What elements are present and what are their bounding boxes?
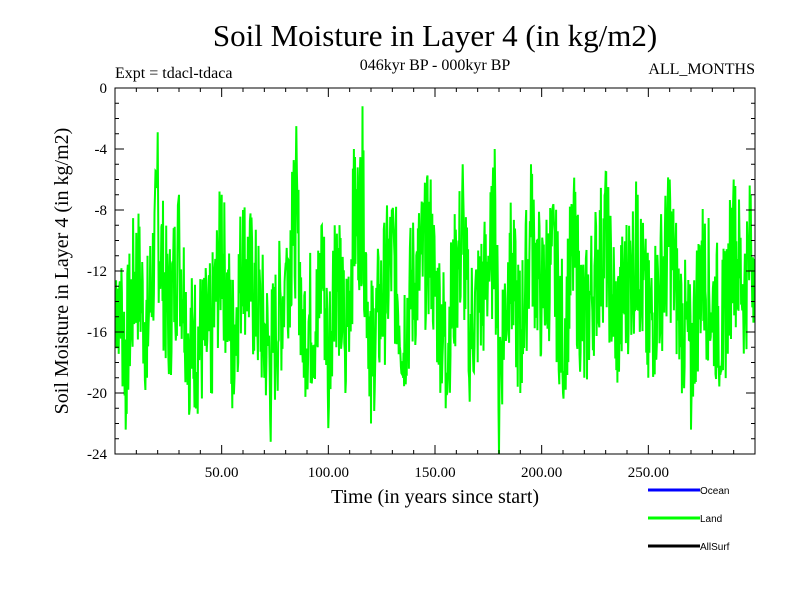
- chart-title: Soil Moisture in Layer 4 (in kg/m2): [213, 18, 657, 53]
- x-tick-label: 150.00: [414, 465, 455, 481]
- legend-label-ocean: Ocean: [700, 486, 729, 497]
- x-axis-label: Time (in years since start): [331, 486, 539, 508]
- x-tick-label: 100.00: [308, 465, 349, 481]
- series-line-land: [115, 106, 755, 454]
- y-tick-label: -12: [87, 264, 107, 280]
- y-tick-label: -8: [95, 203, 108, 219]
- y-axis-label: Soil Moisture in Layer 4 (in kg/m2): [51, 128, 73, 415]
- legend: Ocean Land AllSurf: [648, 486, 730, 553]
- x-tick-label: 200.00: [521, 465, 562, 481]
- y-tick-label: -20: [87, 386, 107, 402]
- period-label: ALL_MONTHS: [648, 61, 755, 78]
- y-tick-label: -16: [87, 325, 107, 341]
- y-tick-label: -4: [95, 142, 108, 158]
- x-tick-label: 50.00: [205, 465, 239, 481]
- chart-subtitle: 046kyr BP - 000kyr BP: [360, 57, 511, 74]
- legend-label-allsurf: AllSurf: [700, 542, 730, 553]
- legend-label-land: Land: [700, 514, 722, 525]
- y-tick-label: -24: [87, 447, 107, 463]
- experiment-label: Expt = tdacl-tdaca: [115, 65, 232, 82]
- y-tick-label: 0: [100, 81, 108, 97]
- x-tick-label: 250.00: [628, 465, 669, 481]
